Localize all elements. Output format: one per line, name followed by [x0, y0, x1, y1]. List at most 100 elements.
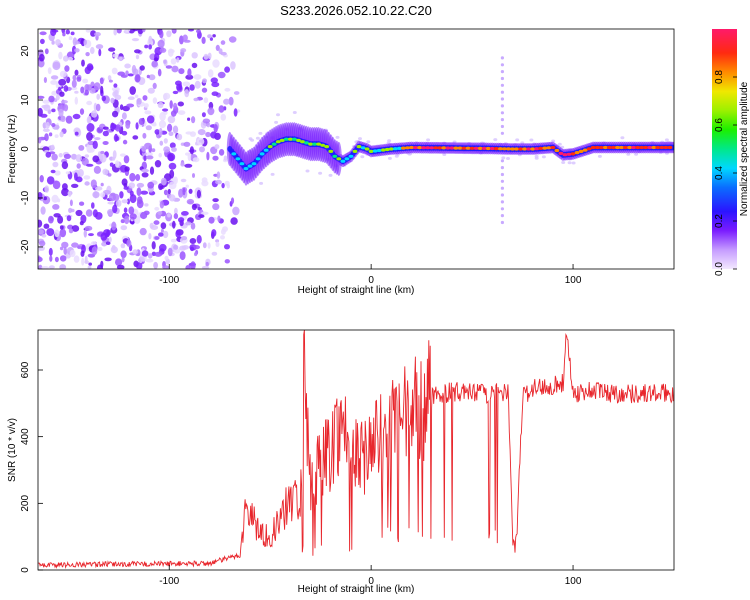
noise-blob — [57, 198, 61, 203]
noise-blob — [123, 186, 129, 190]
noise-blob — [142, 29, 146, 33]
noise-blob — [124, 63, 131, 69]
noise-blob — [167, 123, 173, 132]
track-hot-spot — [586, 147, 592, 151]
noise-blob — [126, 198, 130, 205]
track-hot-spot — [526, 147, 531, 151]
noise-blob — [70, 31, 75, 36]
noise-blob — [163, 92, 171, 100]
noise-blob — [188, 29, 194, 32]
noise-blob — [46, 176, 55, 185]
noise-blob — [102, 126, 109, 130]
noise-blob — [84, 225, 93, 231]
x-tick-label: -100 — [159, 576, 179, 587]
noise-blob — [59, 264, 67, 269]
noise-blob — [185, 184, 189, 188]
noise-blob — [185, 221, 192, 226]
noise-blob — [79, 201, 85, 206]
noise-blob — [75, 176, 83, 183]
streak-dot — [500, 104, 504, 108]
track-hot-spot — [413, 146, 418, 150]
noise-blob — [123, 183, 128, 188]
streak-dot — [500, 90, 504, 94]
noise-blob — [185, 152, 190, 156]
noise-blob — [43, 196, 47, 201]
noise-blob — [125, 121, 131, 129]
noise-blob — [205, 131, 211, 138]
colorbar-label: Normalized spectral amplitude — [739, 81, 750, 216]
noise-blob — [541, 155, 546, 159]
noise-blob — [85, 209, 93, 217]
noise-blob — [135, 122, 139, 130]
noise-blob — [86, 132, 93, 141]
track-hot-spot — [534, 147, 540, 151]
streak-dot — [500, 83, 504, 87]
noise-blob — [70, 86, 78, 91]
noise-blob — [169, 169, 175, 179]
streak-dot — [500, 166, 504, 170]
track-hot-spot — [384, 147, 390, 152]
noise-blob — [159, 200, 165, 209]
noise-blob — [44, 133, 49, 142]
noise-blob — [48, 265, 55, 269]
noise-blob — [160, 228, 164, 233]
noise-blob — [208, 216, 215, 224]
noise-blob — [212, 59, 220, 68]
noise-blob — [51, 40, 55, 45]
noise-blob — [67, 56, 74, 61]
noise-blob — [134, 94, 139, 98]
noise-blob — [102, 141, 109, 145]
noise-blob — [201, 211, 209, 215]
noise-blob — [153, 261, 159, 269]
track-hot-spot — [562, 153, 568, 157]
noise-blob — [68, 36, 73, 41]
noise-blob — [360, 155, 365, 159]
noise-blob — [86, 84, 92, 91]
track-hot-spot — [449, 146, 455, 150]
noise-blob — [157, 39, 165, 48]
noise-blob — [167, 188, 171, 195]
noise-blob — [191, 203, 197, 211]
noise-blob — [65, 171, 71, 175]
noise-blob — [501, 156, 506, 160]
track-hot-spot — [485, 146, 491, 151]
track-hot-spot — [546, 146, 552, 150]
noise-blob — [111, 156, 116, 161]
noise-blob — [74, 131, 79, 136]
noise-blob — [145, 125, 152, 131]
noise-blob — [72, 113, 81, 120]
track-hot-spot — [631, 145, 636, 150]
noise-blob — [59, 246, 64, 251]
noise-blob — [305, 169, 310, 173]
noise-blob — [59, 228, 67, 238]
noise-blob — [39, 240, 46, 247]
noise-blob — [157, 211, 163, 215]
noise-blob — [215, 179, 222, 185]
noise-blob — [112, 110, 119, 118]
track-hot-spot — [352, 149, 358, 153]
noise-blob — [212, 34, 216, 38]
noise-blob — [181, 211, 189, 216]
noise-blob — [196, 234, 202, 244]
noise-blob — [108, 236, 112, 243]
noise-blob — [71, 242, 79, 248]
noise-blob — [72, 74, 77, 81]
noise-blob — [223, 155, 228, 161]
track-hot-spot — [469, 146, 475, 150]
noise-blob — [138, 256, 143, 264]
noise-blob — [151, 241, 156, 250]
track-hot-spot — [623, 145, 628, 150]
track-hot-spot — [304, 141, 309, 145]
noise-blob — [86, 100, 93, 106]
streak-dot — [500, 220, 504, 225]
noise-blob — [95, 186, 103, 191]
noise-blob — [177, 101, 184, 107]
noise-blob — [84, 66, 92, 75]
snr-marks — [38, 330, 674, 569]
noise-blob — [179, 245, 187, 251]
noise-blob — [620, 136, 625, 140]
noise-blob — [74, 41, 81, 45]
track-hot-spot — [530, 147, 536, 151]
noise-blob — [93, 165, 101, 174]
